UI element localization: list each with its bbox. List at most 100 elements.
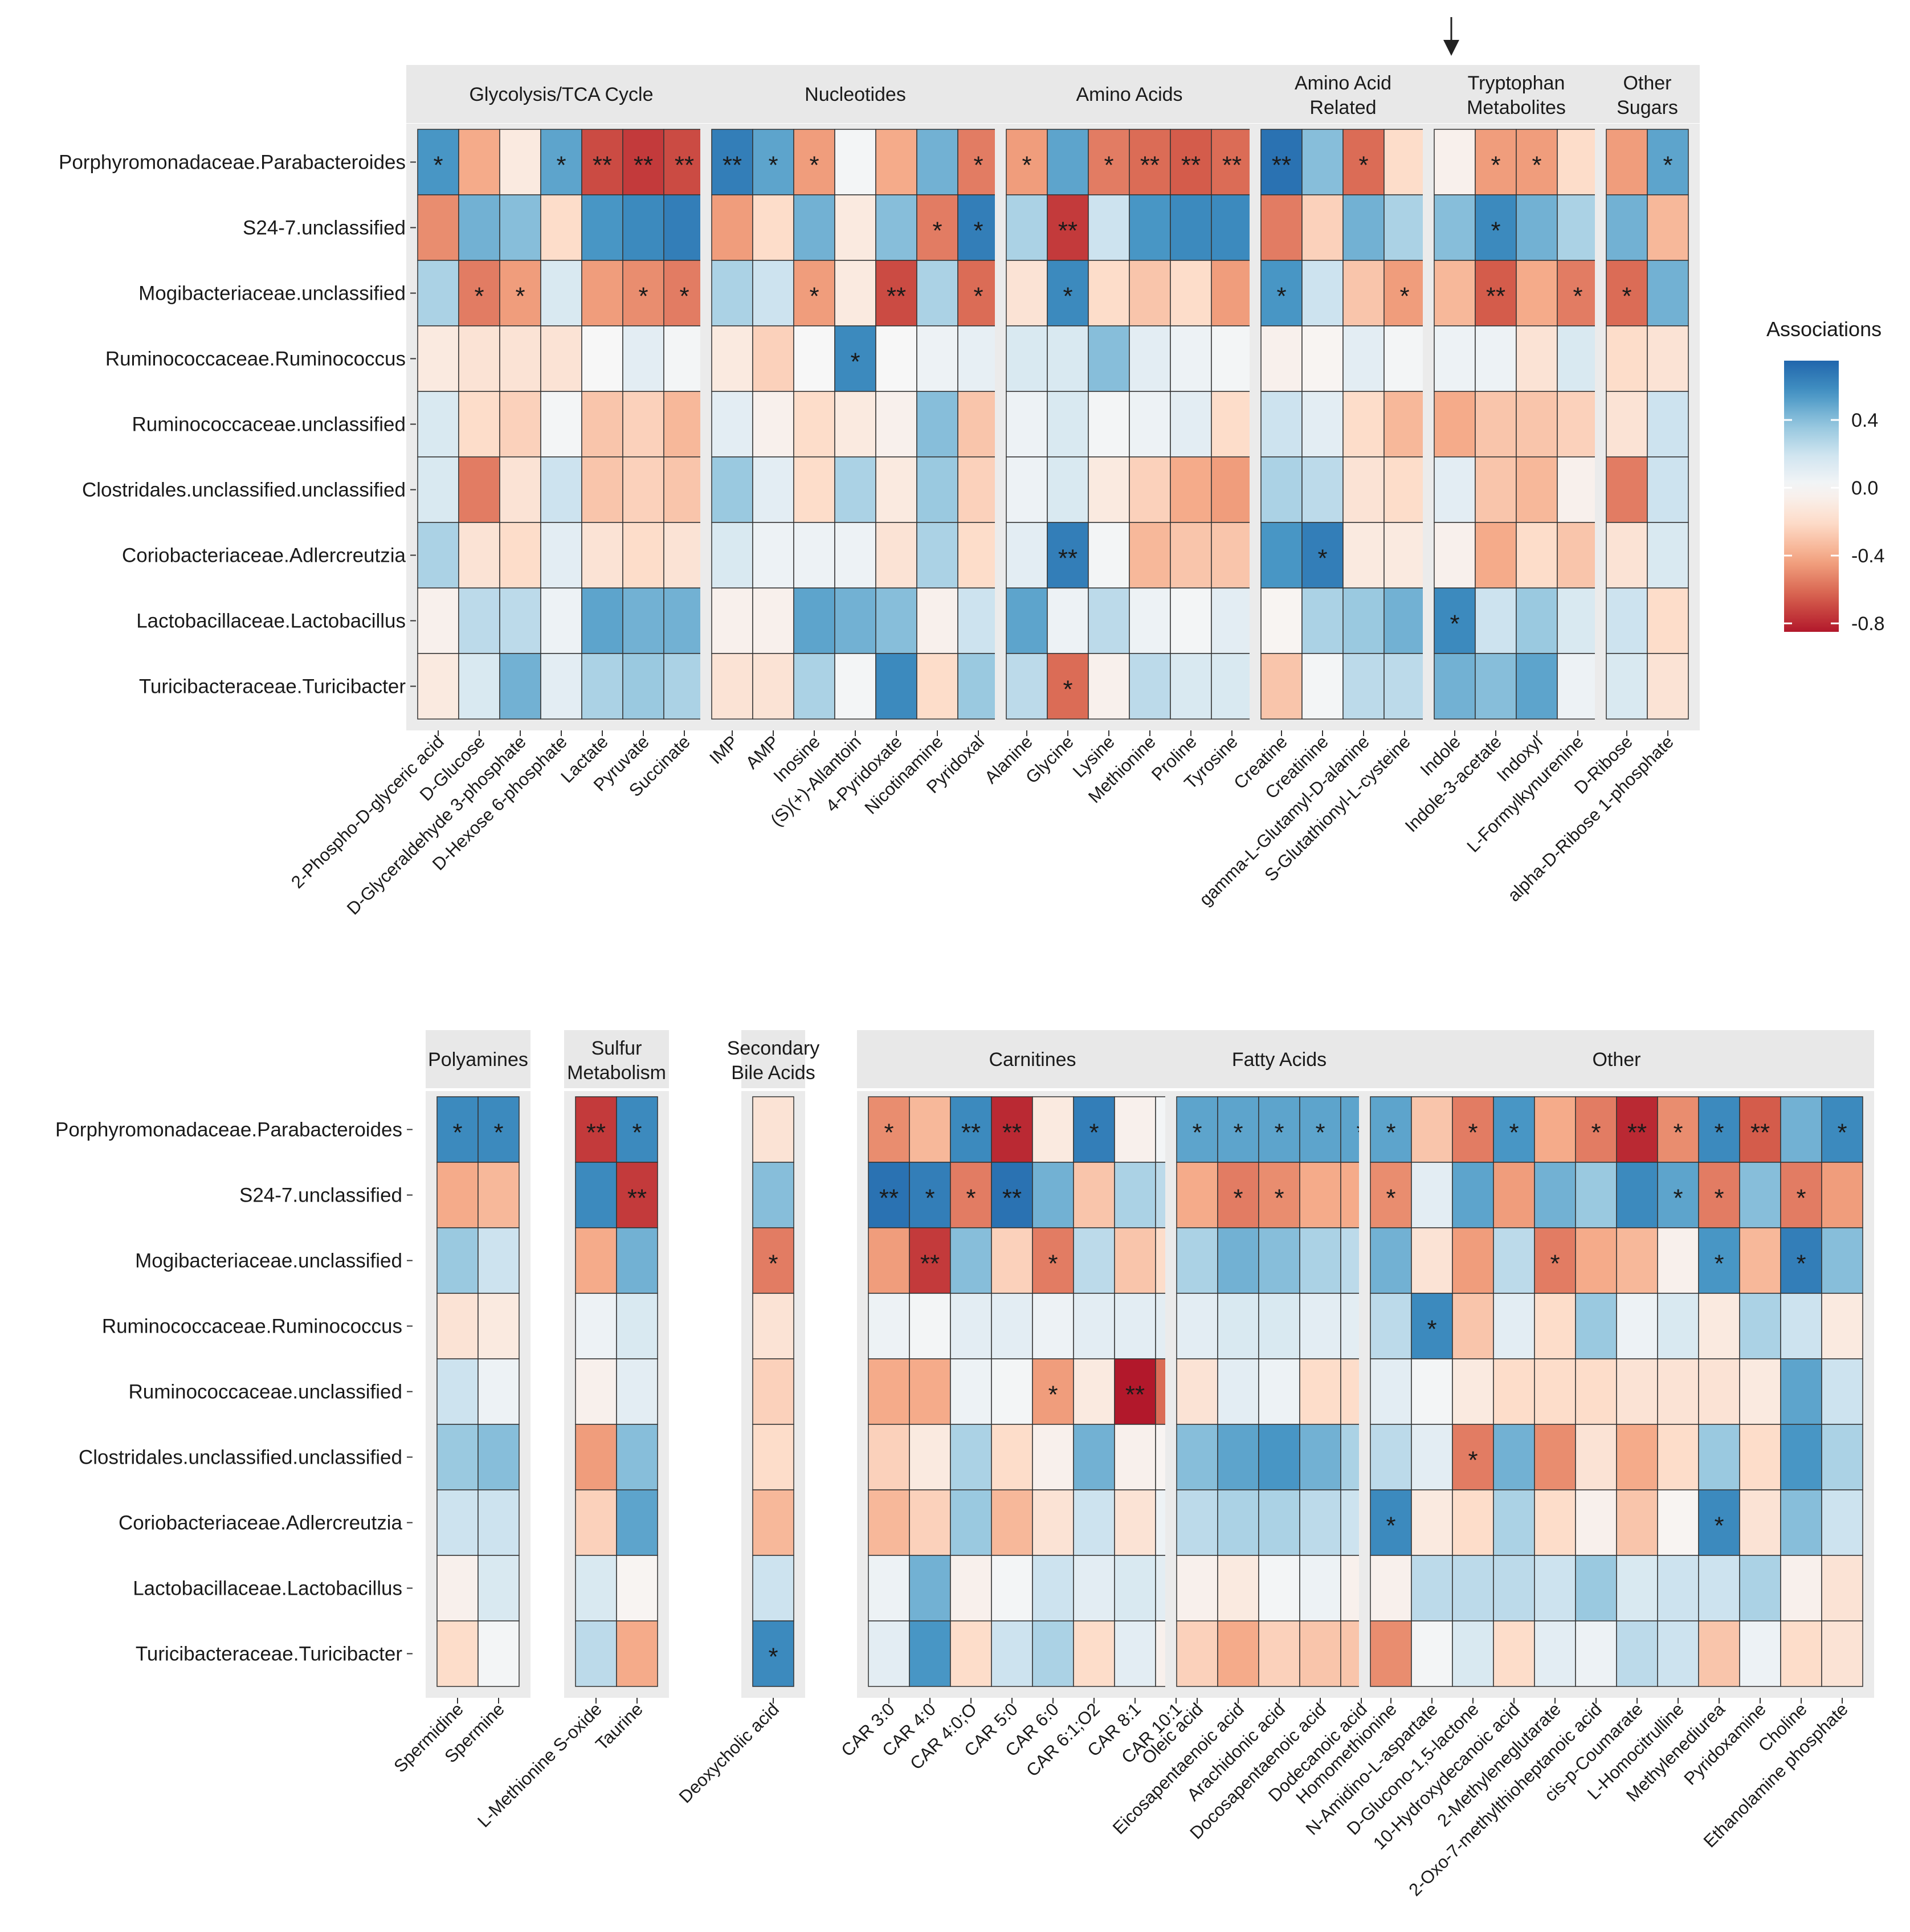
heatmap-cell [1534, 1293, 1576, 1359]
heatmap-cell [540, 325, 582, 392]
heatmap-cell [1821, 1227, 1863, 1294]
heatmap-cell [1217, 1555, 1259, 1621]
significance-mark: ** [1058, 545, 1078, 573]
significance-mark: * [1192, 1119, 1202, 1147]
heatmap-cell [1821, 1489, 1863, 1556]
heatmap-cell [868, 1555, 910, 1621]
significance-mark: * [1714, 1119, 1724, 1147]
row-label: Turicibacteraceae.Turicibacter [139, 676, 406, 698]
heatmap-cell [1258, 1620, 1300, 1687]
significance-mark: ** [887, 283, 906, 311]
heatmap-cell [991, 1555, 1033, 1621]
heatmap-cell [499, 325, 541, 392]
heatmap-cell [1299, 1358, 1341, 1425]
heatmap-cell [1176, 1162, 1218, 1228]
heatmap-cell [1217, 1162, 1259, 1228]
heatmap-cell [581, 653, 623, 720]
heatmap-cell [950, 1358, 992, 1425]
facet-strip [564, 1030, 669, 1088]
heatmap-cell [417, 260, 459, 326]
heatmap-cell [752, 260, 794, 326]
heatmap-cell [1534, 1424, 1576, 1490]
heatmap-cell [478, 1489, 520, 1556]
significance-mark: * [925, 1184, 934, 1212]
heatmap-cell [1176, 1358, 1218, 1425]
heatmap-cell [1616, 1162, 1658, 1228]
heatmap-cell [1575, 1424, 1617, 1490]
heatmap-cell [1647, 391, 1689, 458]
row-label: Turicibacteraceae.Turicibacter [136, 1643, 402, 1665]
heatmap-cell [868, 1489, 910, 1556]
heatmap-cell [478, 1555, 520, 1621]
heatmap-cell [834, 456, 876, 523]
heatmap-cell [1211, 325, 1253, 392]
significance-mark: * [1622, 283, 1631, 311]
heatmap-cell [1114, 1555, 1156, 1621]
heatmap-cell [1411, 1358, 1453, 1425]
heatmap-cell [1516, 587, 1558, 654]
significance-mark: * [1663, 152, 1672, 179]
heatmap-cell [458, 129, 500, 195]
heatmap-cell [1176, 1620, 1218, 1687]
heatmap-cell [1821, 1555, 1863, 1621]
x-tick-label: Deoxycholic acid [675, 1699, 783, 1807]
facet-strip-label: Sulfur [591, 1038, 642, 1059]
heatmap-cell [916, 129, 958, 195]
heatmap-cell [1258, 1424, 1300, 1490]
heatmap-cell [957, 653, 999, 720]
heatmap-cell [1032, 1358, 1074, 1425]
heatmap-cell [1301, 653, 1344, 720]
heatmap-cell [1575, 1227, 1617, 1294]
heatmap-cell [875, 325, 917, 392]
heatmap-cell [1383, 391, 1426, 458]
heatmap-cell [1301, 522, 1344, 589]
facet-strip [426, 1030, 530, 1088]
heatmap-cell [1575, 1162, 1617, 1228]
heatmap-cell [1299, 1555, 1341, 1621]
heatmap-cell [417, 194, 459, 261]
heatmap-cell [916, 325, 958, 392]
facet-strip [857, 1030, 1208, 1088]
heatmap-cell [1170, 260, 1212, 326]
heatmap-cell [1575, 1358, 1617, 1425]
facet-strip [700, 65, 1010, 123]
heatmap-cell [916, 260, 958, 326]
heatmap-cell [1452, 1489, 1494, 1556]
heatmap-cell [834, 653, 876, 720]
heatmap-cell [458, 325, 500, 392]
heatmap-cell [950, 1293, 992, 1359]
heatmap-cell [1434, 522, 1476, 589]
heatmap-cell [1073, 1227, 1115, 1294]
heatmap-cell [581, 194, 623, 261]
heatmap-cell [793, 587, 835, 654]
heatmap-cell [1698, 1424, 1740, 1490]
facet-strip-label: Glycolysis/TCA Cycle [469, 84, 653, 105]
heatmap-cell [1114, 1293, 1156, 1359]
heatmap-cell [1047, 456, 1089, 523]
heatmap-cell [916, 194, 958, 261]
heatmap-cell [916, 587, 958, 654]
heatmap-cell [478, 1424, 520, 1490]
heatmap-cell [458, 456, 500, 523]
heatmap-cell [1129, 456, 1171, 523]
heatmap-cell [1452, 1358, 1494, 1425]
row-label: Coriobacteriaceae.Adlercreutzia [122, 545, 406, 567]
heatmap-cell [1780, 1162, 1822, 1228]
heatmap-cell [622, 456, 664, 523]
heatmap-cell [1114, 1358, 1156, 1425]
significance-mark: * [884, 1119, 893, 1147]
heatmap-cell [1493, 1424, 1535, 1490]
heatmap-cell [1211, 587, 1253, 654]
heatmap-cell [1129, 260, 1171, 326]
significance-mark: * [679, 283, 689, 311]
heatmap-cell [834, 129, 876, 195]
significance-mark: * [1048, 1250, 1058, 1278]
significance-mark: * [452, 1119, 462, 1147]
heatmap-cell [458, 391, 500, 458]
heatmap-cell [1370, 1555, 1412, 1621]
heatmap-cell [1299, 1424, 1341, 1490]
row-label: Mogibacteriaceae.unclassified [135, 1250, 402, 1272]
heatmap-cell [1129, 325, 1171, 392]
heatmap-cell [1299, 1620, 1341, 1687]
heatmap-cell [793, 456, 835, 523]
